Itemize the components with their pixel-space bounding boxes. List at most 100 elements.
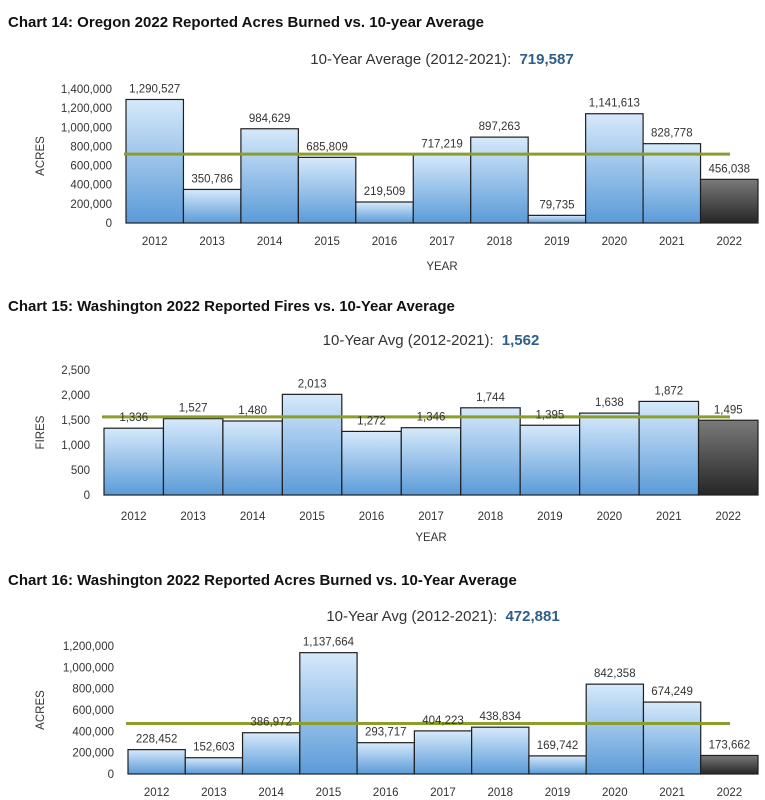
x-tick-label: 2021 [659, 787, 685, 799]
x-tick-label: 2013 [201, 787, 227, 799]
chart-title: Chart 14: Oregon 2022 Reported Acres Bur… [8, 14, 484, 31]
bar-2013 [182, 188, 242, 224]
y-axis-label: FIRES [35, 415, 47, 449]
y-tick-label: 0 [108, 769, 114, 781]
x-tick-label: 2018 [478, 511, 504, 523]
bar-2017 [412, 153, 472, 224]
chart-subtitle: 10-Year Avg (2012-2021): 1,562 [323, 332, 540, 349]
bar-2022 [700, 754, 759, 775]
y-tick-label: 600,000 [72, 705, 114, 717]
bar-2012 [127, 749, 186, 775]
value-label: 350,786 [191, 173, 233, 185]
y-tick-label: 1,000,000 [63, 662, 114, 674]
chart-subtitle: 10-Year Average (2012-2021): 719,587 [310, 51, 573, 68]
x-tick-label: 2016 [372, 236, 398, 248]
bar-2018 [470, 136, 529, 224]
x-tick-label: 2017 [430, 787, 456, 799]
x-tick-label: 2014 [258, 787, 284, 799]
value-label: 386,972 [250, 717, 292, 729]
x-tick-label: 2017 [418, 511, 444, 523]
x-tick-label: 2020 [597, 511, 623, 523]
value-label: 828,778 [651, 128, 693, 140]
subtitle-prefix: 10-Year Average (2012-2021): [310, 51, 515, 68]
bar-2021 [642, 701, 702, 775]
x-axis-label: YEAR [426, 261, 457, 273]
bar-2013 [184, 757, 244, 775]
y-tick-label: 800,000 [72, 684, 114, 696]
bar-2020 [579, 412, 640, 496]
y-tick-label: 0 [106, 218, 112, 230]
chart-2: Chart 15: Washington 2022 Reported Fires… [8, 298, 759, 544]
y-tick-label: 200,000 [72, 748, 114, 760]
bar-2015 [297, 156, 357, 224]
value-label: 169,742 [537, 740, 579, 752]
value-label: 1,272 [357, 415, 386, 427]
y-tick-label: 600,000 [70, 161, 112, 173]
chart-title: Chart 15: Washington 2022 Reported Fires… [8, 298, 455, 315]
y-axis-label: ACRES [35, 136, 47, 176]
y-tick-label: 1,200,000 [61, 103, 112, 115]
bar-2018 [471, 726, 530, 775]
x-tick-label: 2012 [142, 236, 168, 248]
bar-2019 [527, 214, 587, 224]
bar-2018 [460, 407, 521, 496]
x-tick-label: 2014 [257, 236, 283, 248]
bar-2014 [241, 732, 301, 775]
bar-2014 [222, 420, 283, 496]
bar-2013 [162, 418, 224, 496]
value-label: 219,509 [364, 186, 406, 198]
x-tick-label: 2022 [715, 511, 741, 523]
x-tick-label: 2014 [240, 511, 266, 523]
x-tick-label: 2015 [299, 511, 325, 523]
average-value: 1,562 [502, 332, 540, 349]
x-tick-label: 2015 [314, 236, 340, 248]
bar-2012 [103, 427, 165, 496]
bar-2015 [281, 393, 343, 496]
value-label: 1,872 [654, 385, 683, 397]
value-label: 1,141,613 [589, 98, 640, 110]
value-label: 228,452 [136, 734, 178, 746]
value-label: 456,038 [708, 163, 750, 175]
chart-3: Chart 16: Washington 2022 Reported Acres… [8, 572, 759, 799]
bar-2021 [642, 143, 702, 224]
bar-2020 [585, 113, 644, 224]
bar-2017 [413, 730, 473, 775]
value-label: 404,223 [422, 715, 464, 727]
bar-2016 [356, 742, 415, 775]
x-tick-label: 2017 [429, 236, 455, 248]
x-tick-label: 2018 [487, 236, 513, 248]
y-tick-label: 400,000 [70, 180, 112, 192]
x-tick-label: 2022 [716, 236, 742, 248]
y-tick-label: 2,000 [61, 390, 90, 402]
bar-2019 [519, 424, 581, 496]
y-tick-label: 800,000 [70, 141, 112, 153]
bar-2015 [299, 652, 358, 775]
y-tick-label: 400,000 [72, 726, 114, 738]
value-label: 1,495 [714, 404, 743, 416]
value-label: 293,717 [365, 727, 407, 739]
x-tick-label: 2019 [545, 787, 571, 799]
x-tick-label: 2021 [656, 511, 682, 523]
bar-2019 [528, 755, 587, 775]
value-label: 1,527 [179, 403, 208, 415]
value-label: 674,249 [651, 686, 693, 698]
value-label: 152,603 [193, 742, 235, 754]
value-label: 685,809 [306, 141, 348, 153]
value-label: 1,480 [238, 405, 267, 417]
x-tick-label: 2022 [717, 787, 743, 799]
x-tick-label: 2019 [537, 511, 563, 523]
y-axis-label: ACRES [35, 690, 47, 730]
x-tick-label: 2019 [544, 236, 570, 248]
value-label: 2,013 [298, 378, 327, 390]
average-value: 472,881 [505, 608, 559, 625]
value-label: 1,290,527 [129, 83, 180, 95]
value-label: 1,137,664 [303, 637, 355, 649]
value-label: 173,662 [709, 739, 751, 751]
x-axis-label: YEAR [415, 532, 446, 544]
y-tick-label: 1,400,000 [61, 84, 112, 96]
x-tick-label: 2020 [602, 787, 628, 799]
x-tick-label: 2015 [316, 787, 342, 799]
bar-2022 [699, 178, 759, 224]
value-label: 1,346 [417, 412, 446, 424]
